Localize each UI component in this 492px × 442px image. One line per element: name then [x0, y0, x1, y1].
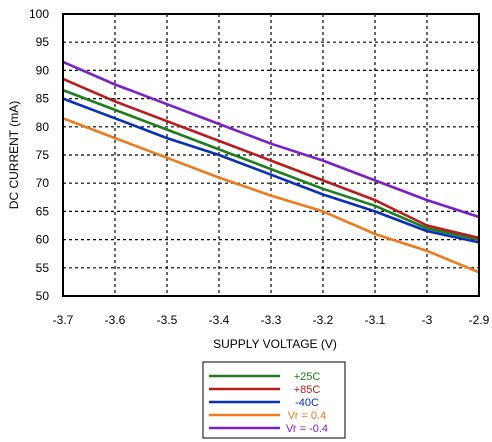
x-tick-label: -3 — [422, 313, 433, 327]
series-line-4 — [62, 117, 480, 274]
y-tick-label: 95 — [36, 35, 50, 49]
y-axis-tick-labels: 100 95 90 85 80 75 70 65 60 55 50 — [29, 7, 49, 303]
legend-label: Vr = 0.4 — [288, 410, 326, 422]
y-tick-label: 70 — [36, 176, 50, 190]
x-tick-label: -3.7 — [53, 313, 74, 327]
x-tick-label: -3.2 — [313, 313, 334, 327]
y-tick-label: 85 — [36, 92, 50, 106]
y-tick-label: 65 — [36, 204, 50, 218]
legend-label: +25C — [294, 371, 321, 383]
y-tick-label: 55 — [36, 261, 50, 275]
y-tick-label: 80 — [36, 120, 50, 134]
legend-label: Vr = -0.4 — [286, 423, 328, 435]
series-line-1 — [62, 88, 480, 241]
legend-box — [202, 361, 346, 439]
grid-lines — [63, 14, 479, 296]
plot-frame — [62, 13, 480, 297]
y-tick-label: 75 — [36, 148, 50, 162]
x-tick-label: -3.3 — [261, 313, 282, 327]
y-tick-label: 60 — [36, 233, 50, 247]
x-axis-title: SUPPLY VOLTAGE (V) — [213, 337, 337, 351]
legend-label: +85C — [294, 384, 321, 396]
x-tick-label: -3.6 — [105, 313, 126, 327]
x-tick-label: -3.1 — [365, 313, 386, 327]
legend-label: -40C — [295, 397, 319, 409]
series-line-3 — [62, 97, 480, 244]
x-tick-label: -2.9 — [469, 313, 490, 327]
y-tick-label: 100 — [29, 7, 49, 21]
series-line-2 — [62, 77, 480, 240]
series-lines — [62, 60, 480, 274]
x-axis-tick-labels: -3.7 -3.6 -3.5 -3.4 -3.3 -3.2 -3.1 -3 -2.9 — [53, 313, 490, 327]
x-tick-label: -3.5 — [157, 313, 178, 327]
series-line-5 — [62, 60, 480, 219]
y-tick-label: 90 — [36, 63, 50, 77]
x-tick-label: -3.4 — [209, 313, 230, 327]
y-axis-title: DC CURRENT (mA) — [7, 101, 21, 209]
y-tick-label: 50 — [36, 289, 50, 303]
